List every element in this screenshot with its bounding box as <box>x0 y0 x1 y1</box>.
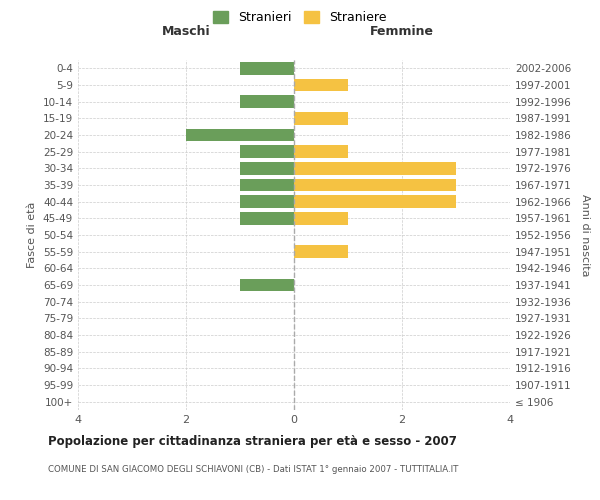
Bar <box>294 179 456 192</box>
Bar <box>240 146 294 158</box>
Bar <box>240 179 294 192</box>
Bar <box>186 129 294 141</box>
Legend: Stranieri, Straniere: Stranieri, Straniere <box>213 11 387 24</box>
Y-axis label: Anni di nascita: Anni di nascita <box>580 194 590 276</box>
Bar <box>294 112 348 124</box>
Bar <box>294 246 348 258</box>
Text: Femmine: Femmine <box>370 24 434 38</box>
Y-axis label: Fasce di età: Fasce di età <box>28 202 37 268</box>
Bar <box>240 62 294 74</box>
Bar <box>294 79 348 92</box>
Bar <box>294 146 348 158</box>
Bar <box>294 196 456 208</box>
Bar <box>294 212 348 224</box>
Text: Popolazione per cittadinanza straniera per età e sesso - 2007: Popolazione per cittadinanza straniera p… <box>48 435 457 448</box>
Bar <box>240 162 294 174</box>
Text: Maschi: Maschi <box>161 24 211 38</box>
Bar <box>240 212 294 224</box>
Text: COMUNE DI SAN GIACOMO DEGLI SCHIAVONI (CB) - Dati ISTAT 1° gennaio 2007 - TUTTIT: COMUNE DI SAN GIACOMO DEGLI SCHIAVONI (C… <box>48 465 458 474</box>
Bar <box>240 196 294 208</box>
Bar <box>240 279 294 291</box>
Bar <box>240 96 294 108</box>
Bar <box>294 162 456 174</box>
